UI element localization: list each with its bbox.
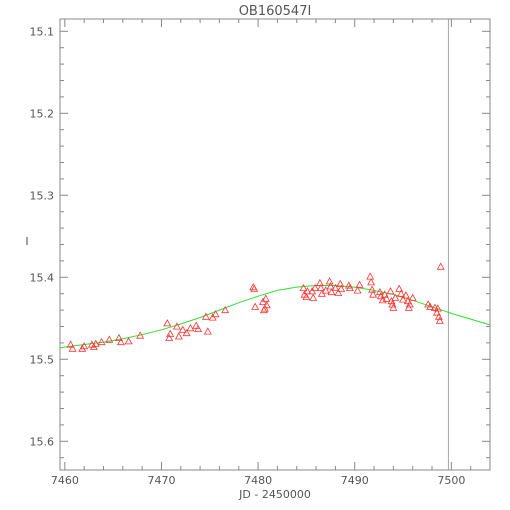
data-point — [433, 304, 442, 312]
axes: 7460 7470 7480 7490 7500 15.1 15.2 15.3 15.4 15.5… — [30, 18, 491, 487]
chart-title: OB160547I — [239, 4, 312, 19]
data-point — [201, 312, 210, 320]
data-point — [250, 284, 259, 292]
data-point — [174, 332, 183, 340]
data-point — [382, 294, 391, 302]
data-point — [426, 302, 435, 310]
data-point — [91, 339, 100, 347]
data-point — [261, 294, 270, 302]
data-point — [388, 300, 397, 308]
data-point — [163, 319, 172, 327]
data-point — [389, 303, 398, 311]
data-point — [334, 288, 343, 296]
data-point — [116, 337, 125, 346]
data-point — [136, 331, 145, 339]
data-point — [105, 335, 114, 343]
data-point — [327, 287, 336, 296]
data-point — [68, 344, 77, 352]
y-tick-label: 15.4 — [30, 271, 55, 284]
data-point — [386, 287, 395, 295]
y-tick-label: 15.3 — [30, 189, 55, 202]
data-point — [355, 280, 364, 288]
data-points — [66, 262, 445, 352]
data-point — [399, 295, 407, 303]
data-point — [435, 316, 444, 324]
data-point — [303, 287, 312, 295]
data-point — [262, 301, 271, 309]
data-point — [395, 284, 404, 292]
plot-frame — [59, 18, 491, 471]
data-point — [345, 283, 354, 292]
data-point — [165, 333, 174, 342]
data-point — [203, 327, 212, 335]
data-point — [432, 308, 441, 316]
data-point — [436, 262, 445, 270]
x-tick-label: 7490 — [341, 474, 369, 487]
data-point — [166, 329, 175, 337]
data-point — [221, 305, 230, 314]
data-point — [66, 340, 75, 348]
data-point — [316, 283, 325, 292]
data-point — [186, 323, 195, 332]
data-point — [401, 291, 410, 299]
data-point — [211, 310, 220, 318]
data-point — [299, 283, 308, 292]
data-point — [337, 284, 346, 292]
data-point — [367, 278, 376, 286]
data-point — [408, 293, 417, 301]
data-point — [251, 302, 260, 310]
data-point — [311, 283, 320, 292]
x-tick-label: 7460 — [51, 474, 79, 487]
data-point — [192, 321, 201, 329]
data-point — [397, 289, 406, 297]
data-point — [315, 278, 324, 287]
data-point — [172, 322, 181, 330]
data-point — [366, 272, 375, 280]
data-point — [194, 324, 203, 333]
data-point — [182, 328, 191, 337]
x-axis-label: JD - 2450000 — [238, 488, 311, 501]
plot-area — [59, 19, 491, 470]
x-tick-label: 7470 — [147, 474, 175, 487]
y-tick-label: 15.6 — [30, 435, 55, 448]
y-axis-label: I — [25, 235, 28, 248]
y-tick-label: 15.1 — [30, 25, 55, 38]
data-point — [353, 286, 362, 294]
data-point — [78, 344, 87, 352]
y-tick-label: 15.2 — [30, 107, 55, 120]
data-point — [325, 277, 334, 285]
x-tick-label: 7480 — [244, 474, 272, 487]
data-point — [97, 337, 106, 346]
x-tick-label: 7500 — [437, 474, 465, 487]
data-point — [178, 325, 187, 333]
data-point — [380, 290, 389, 298]
data-point — [391, 293, 400, 301]
data-point — [309, 293, 318, 301]
data-point — [302, 292, 311, 301]
data-point — [326, 282, 335, 290]
data-point — [369, 290, 378, 298]
data-point — [405, 300, 414, 308]
y-tick-label: 15.5 — [30, 353, 55, 366]
data-point — [80, 342, 89, 350]
data-point — [321, 286, 330, 294]
data-point — [331, 283, 340, 292]
model-curve — [59, 285, 491, 349]
data-point — [124, 337, 133, 345]
data-point — [114, 333, 123, 342]
